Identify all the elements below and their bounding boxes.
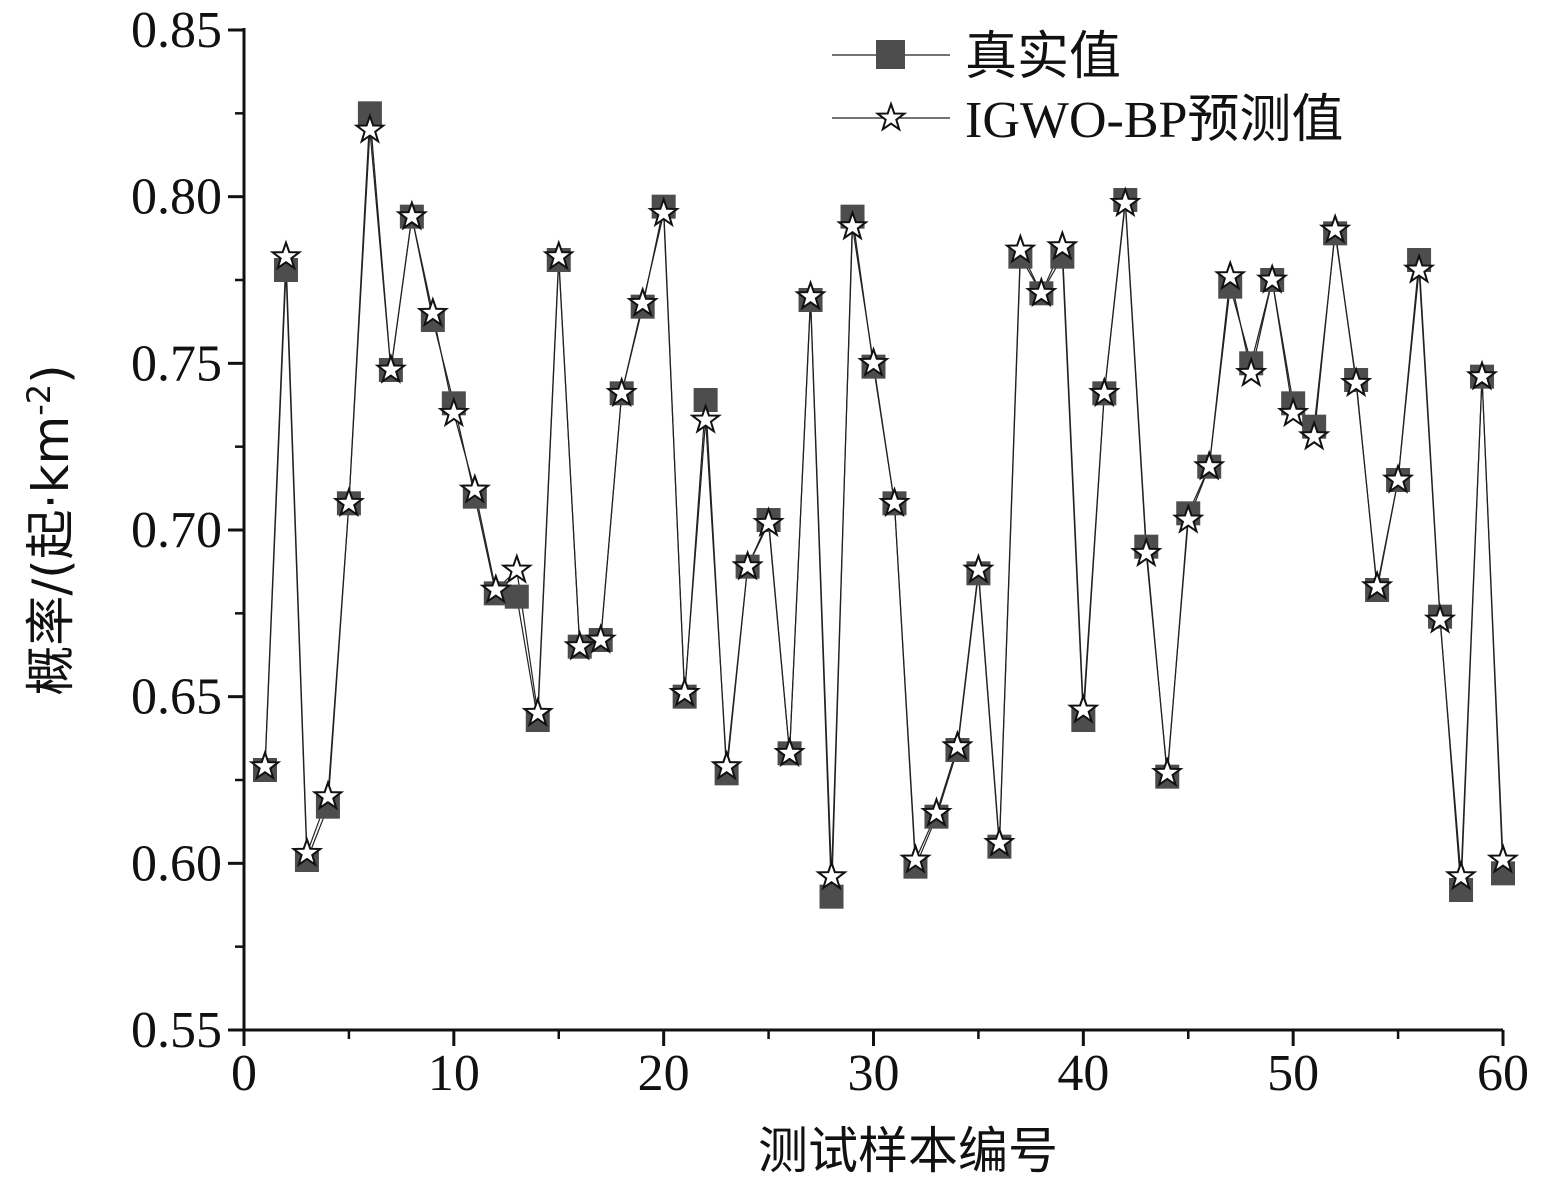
data-point-predicted <box>1423 602 1457 634</box>
legend-marker-square <box>876 40 905 69</box>
y-tick-label: 0.70 <box>131 502 222 559</box>
data-point-predicted <box>1067 692 1100 724</box>
data-point-predicted <box>857 346 890 378</box>
data-point-predicted <box>731 549 764 581</box>
y-tick-label: 0.75 <box>131 335 222 392</box>
data-point-predicted <box>521 696 554 728</box>
data-point-predicted <box>1025 276 1058 308</box>
x-tick-label: 10 <box>428 1045 480 1102</box>
data-point-predicted <box>1402 252 1436 284</box>
data-point-predicted <box>920 796 953 828</box>
y-axis-title-main: 概率/(起·km <box>22 416 80 696</box>
data-point-predicted <box>647 196 680 228</box>
x-axis-title: 测试样本编号 <box>758 1122 1058 1180</box>
y-tick-label: 0.85 <box>131 2 222 59</box>
data-point-predicted <box>1486 842 1520 874</box>
data-point-predicted <box>1255 262 1289 294</box>
data-point-predicted <box>710 749 743 781</box>
legend: 真实值 IGWO-BP预测值 <box>832 29 1343 149</box>
data-point-predicted <box>1318 212 1352 244</box>
y-tick-label: 0.60 <box>131 835 222 892</box>
x-tick-label: 20 <box>638 1045 690 1102</box>
data-point-predicted <box>1151 756 1184 788</box>
data-point-predicted <box>752 506 785 538</box>
data-point-predicted <box>668 676 701 708</box>
data-point-predicted <box>311 779 345 811</box>
data-point-predicted <box>689 402 722 434</box>
data-point-predicted <box>605 376 638 408</box>
x-tick-label: 0 <box>231 1045 257 1102</box>
data-point-predicted <box>416 296 450 328</box>
data-point-predicted <box>773 736 806 768</box>
data-point-predicted <box>290 836 324 868</box>
data-point-predicted <box>1193 449 1226 481</box>
data-point-predicted <box>374 352 408 384</box>
data-point-predicted <box>437 396 471 428</box>
data-point-predicted <box>395 199 429 231</box>
data-point-predicted <box>899 842 932 874</box>
legend-label-predicted: IGWO-BP预测值 <box>965 92 1343 149</box>
data-point-predicted <box>248 749 282 781</box>
data-point-predicted <box>836 209 869 241</box>
data-point-predicted <box>542 239 575 271</box>
data-point-predicted <box>1465 359 1499 391</box>
data-point-predicted <box>1444 859 1478 891</box>
data-point-predicted <box>269 239 303 271</box>
y-axis-title: 概率/(起·km-2) <box>20 364 80 695</box>
data-point-predicted <box>1130 536 1163 568</box>
data-point-predicted <box>353 112 387 144</box>
y-tick-label: 0.80 <box>131 169 222 226</box>
x-tick-label: 30 <box>848 1045 900 1102</box>
data-point-predicted <box>563 629 596 661</box>
data-point-predicted <box>458 472 492 504</box>
data-point-predicted <box>1339 366 1373 398</box>
y-axis-title-close: ) <box>22 364 80 384</box>
x-tick-label: 40 <box>1057 1045 1109 1102</box>
data-point-predicted <box>1276 396 1310 428</box>
data-point-predicted <box>500 552 533 584</box>
data-point-predicted <box>983 826 1016 858</box>
data-point-predicted <box>1046 229 1079 261</box>
data-point-predicted <box>332 486 366 518</box>
data-point-predicted <box>941 729 974 761</box>
data-point-predicted <box>794 279 827 311</box>
x-tick-label: 50 <box>1267 1045 1319 1102</box>
data-point-predicted <box>584 622 617 654</box>
axes: 0.55 0.60 0.65 0.70 0.75 0.80 0.85 0 10 20 30 40 50 6… <box>131 2 1529 1102</box>
data-point-predicted <box>1214 259 1247 291</box>
legend-star-shape <box>874 100 908 132</box>
data-point-predicted <box>1004 232 1037 264</box>
data-point-predicted <box>878 486 911 518</box>
series-markers <box>248 101 1520 909</box>
data-point-predicted <box>1381 462 1415 494</box>
legend-marker-star <box>874 100 908 132</box>
y-tick-label: 0.55 <box>131 1002 222 1059</box>
data-point-predicted <box>626 286 659 318</box>
data-point-predicted <box>1234 356 1268 388</box>
data-point-predicted <box>479 572 513 604</box>
data-point-predicted <box>1172 502 1205 534</box>
data-point-true-value <box>504 584 529 609</box>
legend-label-true-value: 真实值 <box>965 29 1121 86</box>
data-point-predicted <box>1360 569 1394 601</box>
x-tick-label: 60 <box>1477 1045 1529 1102</box>
data-point-predicted <box>1088 376 1121 408</box>
y-tick-label: 0.65 <box>131 669 222 726</box>
data-point-predicted <box>815 859 848 891</box>
data-point-predicted <box>1297 419 1331 451</box>
data-point-predicted <box>962 552 995 584</box>
y-axis-title-superscript: -2 <box>20 384 58 416</box>
data-point-predicted <box>1109 186 1142 218</box>
